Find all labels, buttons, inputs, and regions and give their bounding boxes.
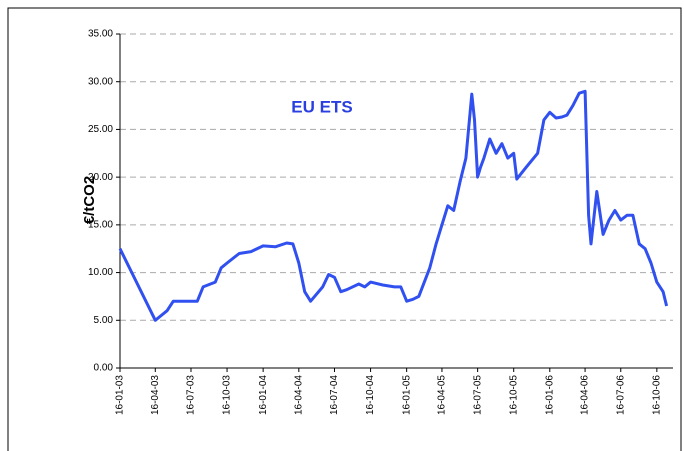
annotation: EU ETS — [291, 97, 352, 116]
x-tick-label: 16-10-06 — [651, 375, 662, 415]
x-tick-label: 16-07-03 — [186, 375, 197, 415]
x-tick-label: 16-07-04 — [329, 375, 340, 415]
x-tick-label: 16-01-04 — [258, 375, 269, 415]
y-tick-label: 5.00 — [94, 315, 114, 326]
x-tick-label: 16-01-05 — [401, 375, 412, 415]
x-tick-label: 16-10-04 — [365, 375, 376, 415]
x-tick-label: 16-10-05 — [508, 375, 519, 415]
x-tick-label: 16-01-03 — [115, 375, 126, 415]
x-tick-label: 16-01-06 — [544, 375, 555, 415]
x-tick-label: 16-07-05 — [472, 375, 483, 415]
x-tick-label: 16-04-06 — [580, 375, 591, 415]
chart-frame — [7, 7, 682, 451]
y-tick-label: 0.00 — [94, 363, 114, 374]
data-line — [118, 89, 669, 322]
y-axis-label: €/tCO2 — [81, 176, 98, 224]
x-tick-label: 16-04-03 — [150, 375, 161, 415]
x-tick-label: 16-04-04 — [293, 375, 304, 415]
x-tick-label: 16-07-06 — [615, 375, 626, 415]
y-tick-label: 30.00 — [88, 76, 113, 87]
y-tick-label: 10.00 — [88, 267, 113, 278]
x-tick-label: 16-04-05 — [437, 375, 448, 415]
y-tick-label: 35.00 — [88, 29, 113, 40]
y-tick-label: 20.00 — [88, 172, 113, 183]
x-tick-label: 16-10-03 — [222, 375, 233, 415]
y-tick-label: 15.00 — [88, 219, 113, 230]
y-tick-label: 25.00 — [88, 124, 113, 135]
